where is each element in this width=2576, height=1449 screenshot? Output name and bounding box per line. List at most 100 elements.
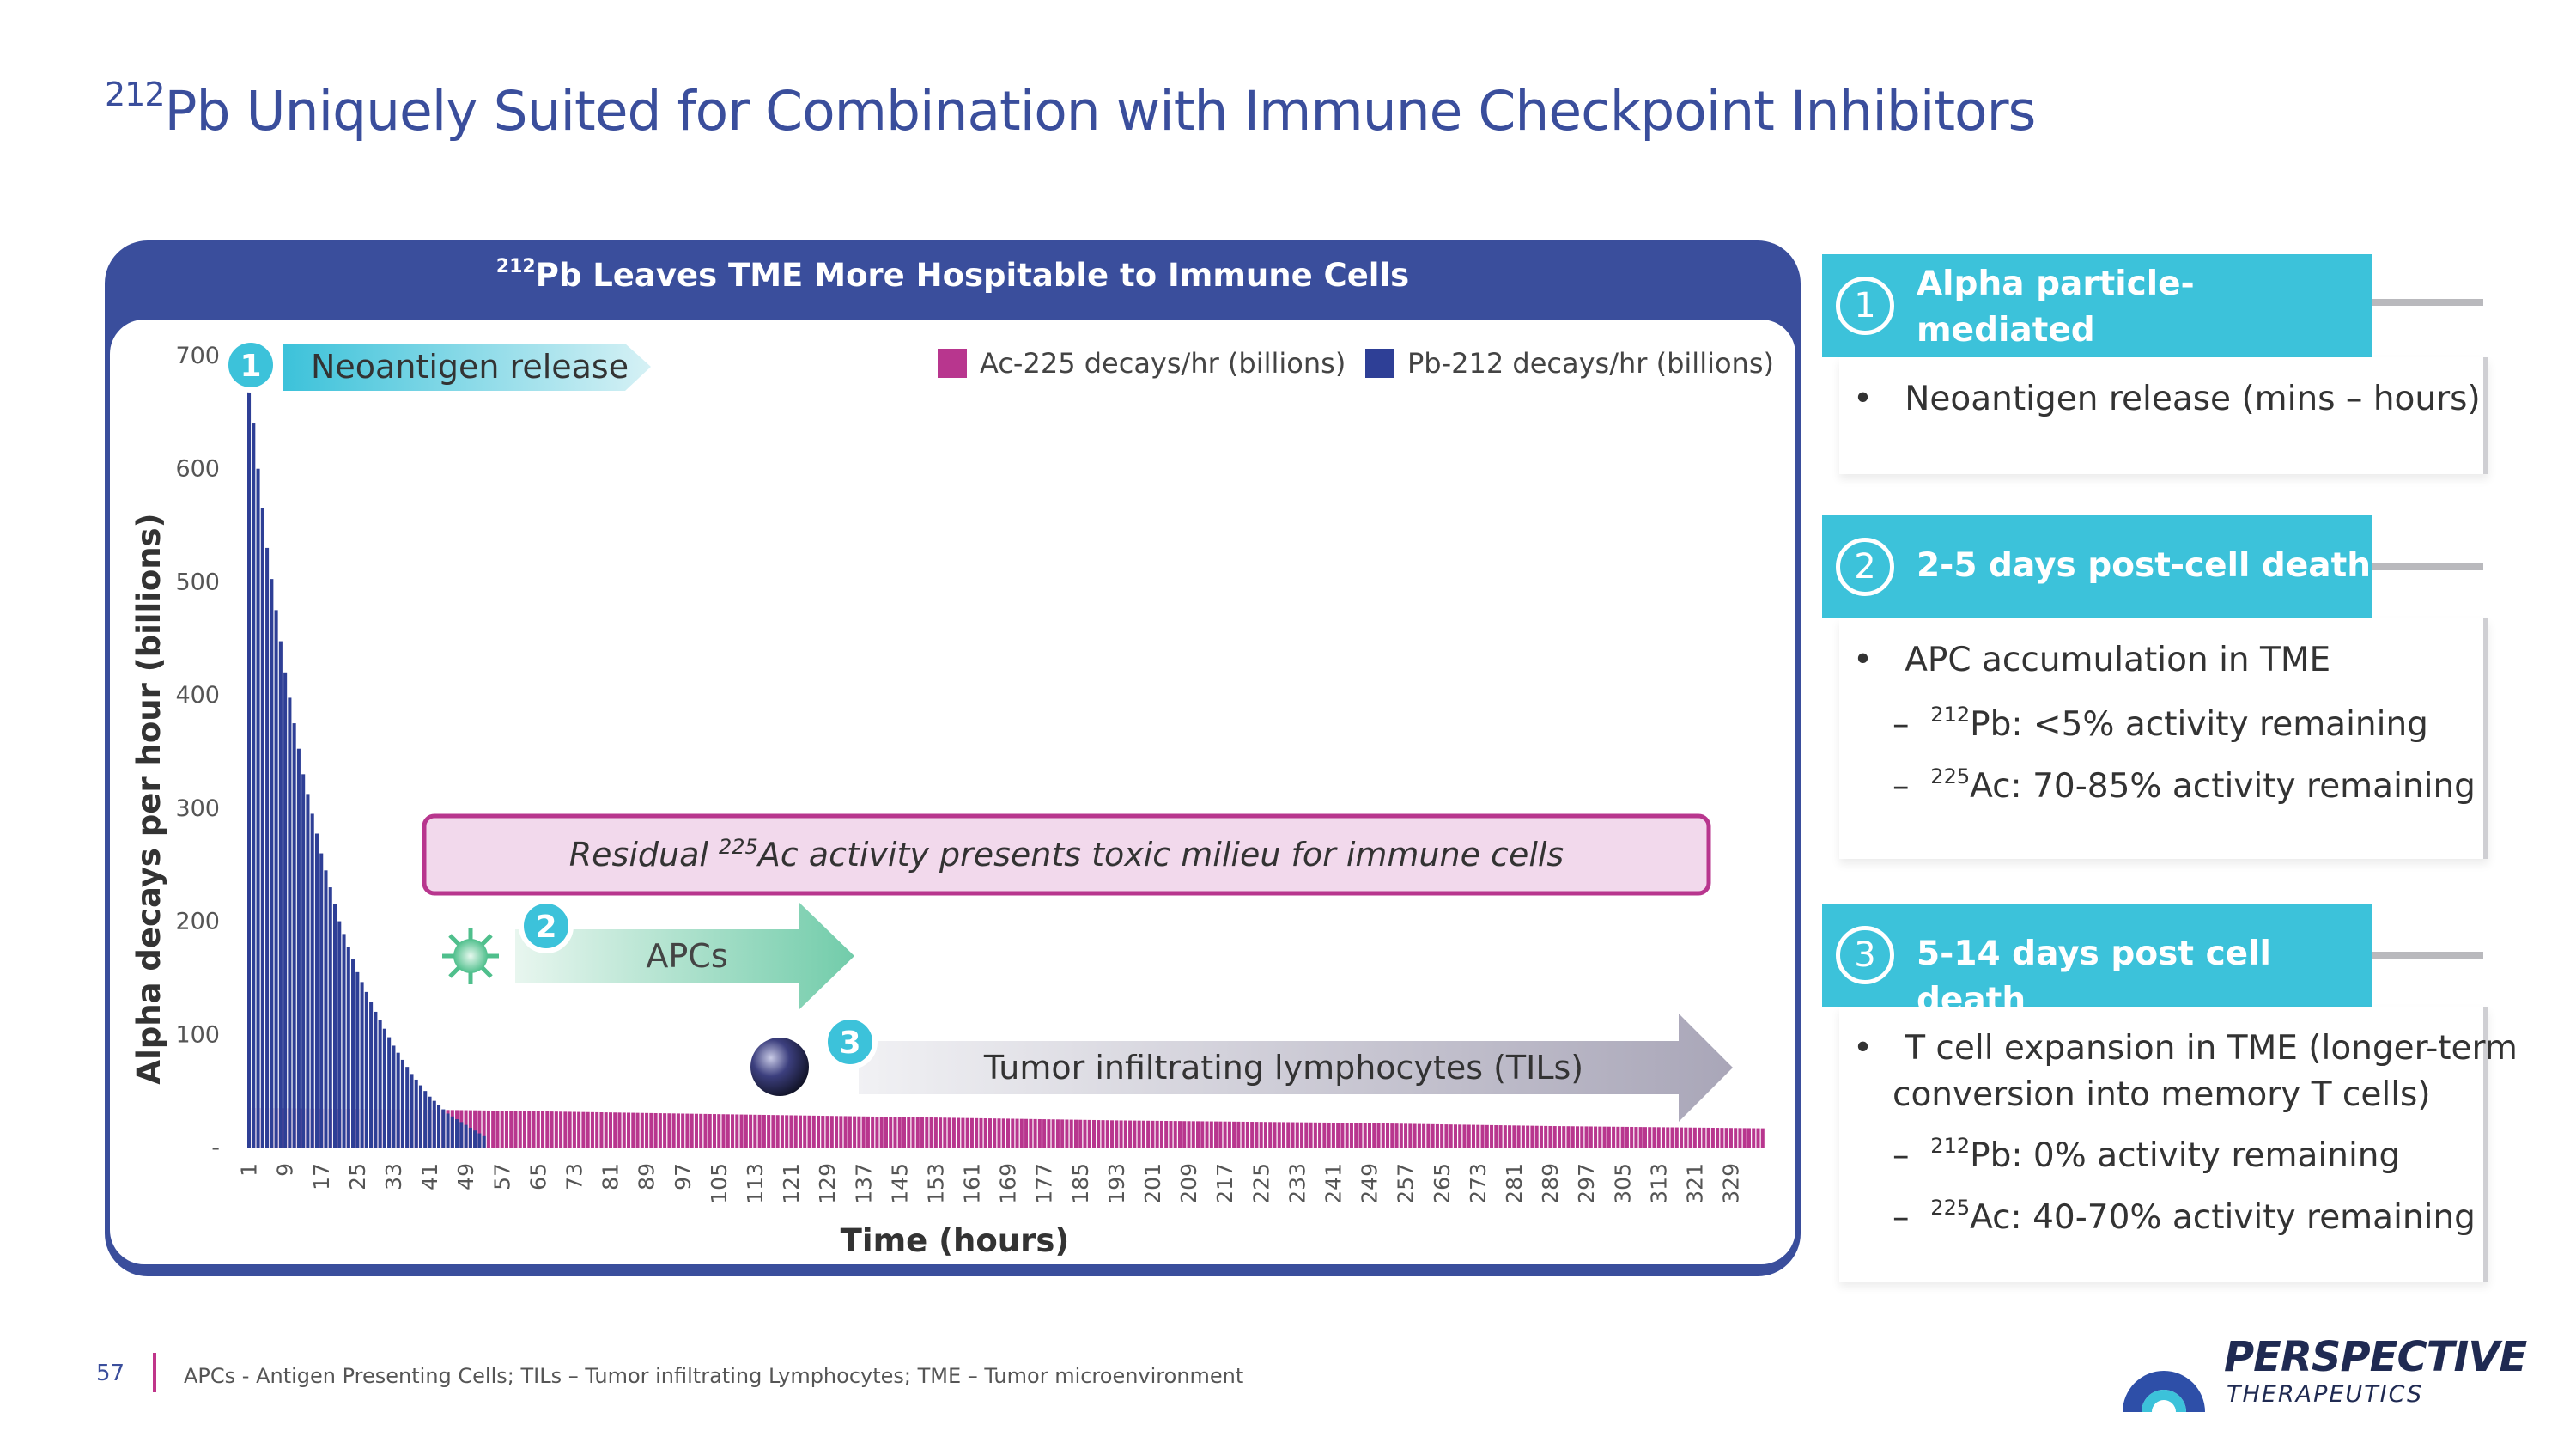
ac225-bar [1060, 1119, 1065, 1148]
ac225-bar [590, 1111, 594, 1148]
ac225-bar [929, 1117, 933, 1148]
ac225-bar [897, 1117, 902, 1148]
ac225-bar [1223, 1121, 1227, 1148]
ac225-bar [1354, 1123, 1358, 1148]
ac225-bar [1209, 1121, 1213, 1148]
ac225-bar [1146, 1120, 1151, 1148]
legend-label-ac225: Ac-225 decays/hr (billions) [980, 347, 1346, 380]
residual-text: Residual 225Ac activity presents toxic m… [569, 835, 1564, 874]
ac225-bar [771, 1115, 775, 1148]
x-tick-label: 273 [1466, 1163, 1491, 1204]
ac225-bar [1155, 1120, 1159, 1148]
ac225-bar [1724, 1128, 1728, 1148]
ac225-bar [1480, 1124, 1485, 1148]
ac225-bar [1164, 1120, 1169, 1148]
ac225-bar [1692, 1127, 1697, 1148]
ac225-bar [717, 1114, 721, 1148]
ac225-bar [1616, 1126, 1620, 1148]
ac225-bar [835, 1116, 839, 1148]
neoantigen-arrow [283, 344, 651, 391]
ac225-bar [694, 1113, 698, 1148]
ac225-bar [866, 1116, 870, 1148]
ac225-bar [1091, 1119, 1097, 1148]
ac225-bar [1295, 1122, 1299, 1148]
pb212-bar [278, 641, 283, 1148]
ac225-bar [785, 1115, 789, 1148]
pb212-bar [455, 1119, 459, 1148]
pb212-bar [319, 853, 324, 1148]
ac225-bar [1263, 1122, 1267, 1148]
step1-annotation: 1 Neoantigen release [223, 338, 651, 393]
ac225-bar [1738, 1128, 1742, 1148]
x-tick-label: 9 [273, 1163, 298, 1177]
card3-number: 3 [1836, 926, 1894, 984]
step2-annotation: 2 APCs [442, 898, 854, 1010]
pb212-bar [423, 1091, 428, 1148]
step2-badge [519, 898, 574, 953]
ac225-bar [1620, 1126, 1625, 1148]
pb212-bar [387, 1037, 392, 1148]
x-tick-label: 17 [309, 1163, 334, 1190]
ac225-bar [1394, 1123, 1399, 1148]
pb212-bar [369, 1002, 374, 1148]
step1-number: 1 [240, 349, 261, 384]
ac225-bar [581, 1111, 586, 1148]
ac225-bar [671, 1113, 676, 1148]
ac225-bar [907, 1117, 911, 1148]
ac225-bar [1055, 1119, 1060, 1148]
ac225-bar [1756, 1128, 1760, 1148]
ac225-bar [1399, 1123, 1403, 1148]
pb212-bar [314, 833, 319, 1148]
footer-divider [153, 1353, 156, 1392]
card2-body [1839, 618, 2488, 859]
ac225-bar [1440, 1123, 1444, 1148]
ac225-bar [911, 1117, 915, 1148]
ac225-bar [1698, 1127, 1702, 1148]
y-tick-label: 400 [175, 682, 220, 709]
ac225-bar [568, 1111, 572, 1148]
ac225-bar [811, 1115, 816, 1148]
pb212-bar [301, 774, 306, 1148]
ac225-bar [563, 1111, 568, 1148]
x-tick-label: 281 [1502, 1163, 1527, 1204]
card3-rail [2353, 952, 2483, 959]
ac225-bar [635, 1112, 640, 1148]
card1-body [1839, 357, 2488, 474]
ac225-bar [541, 1111, 545, 1148]
ac225-bar [1539, 1125, 1543, 1148]
ac225-bar [1101, 1120, 1105, 1148]
ac225-bar [753, 1114, 757, 1148]
ac225-bar [979, 1117, 983, 1148]
ac225-bar [843, 1116, 848, 1148]
ac225-bar [1426, 1123, 1431, 1148]
ac225-bar [1422, 1123, 1426, 1148]
y-tick-label: 200 [175, 909, 220, 935]
ac225-bar [1710, 1127, 1715, 1148]
ac225-bar [726, 1114, 730, 1148]
ac225-bar [1680, 1127, 1684, 1148]
ac225-bar [518, 1111, 522, 1148]
x-tick-label: 217 [1212, 1163, 1237, 1204]
ac225-bar [1286, 1122, 1291, 1148]
pb212-bar [332, 904, 337, 1148]
ac225-bar [500, 1111, 504, 1148]
ac225-bar [947, 1117, 951, 1148]
step3-number: 3 [839, 1026, 860, 1061]
ac225-bar [1417, 1123, 1421, 1148]
ac225-bar [1534, 1125, 1539, 1148]
ac225-bar [821, 1116, 825, 1148]
pb212-bar [441, 1109, 446, 1148]
pb212-bar [355, 971, 360, 1148]
ac225-bar [1029, 1118, 1033, 1148]
x-tick-label: 121 [779, 1163, 804, 1204]
ac225-bar [1471, 1124, 1476, 1148]
card3-sub1: – 212Pb: 0% activity remaining [1893, 1134, 2401, 1175]
ac225-bar [1078, 1119, 1083, 1148]
ac225-bar [1702, 1127, 1706, 1148]
ac225-bar [477, 1110, 482, 1148]
card3-body [1839, 1007, 2488, 1282]
pb212-bar [446, 1113, 450, 1148]
ac225-bar [839, 1116, 843, 1148]
ac225-bar [504, 1111, 508, 1148]
card3-heading: 5-14 days post cell death [1917, 935, 2271, 1020]
